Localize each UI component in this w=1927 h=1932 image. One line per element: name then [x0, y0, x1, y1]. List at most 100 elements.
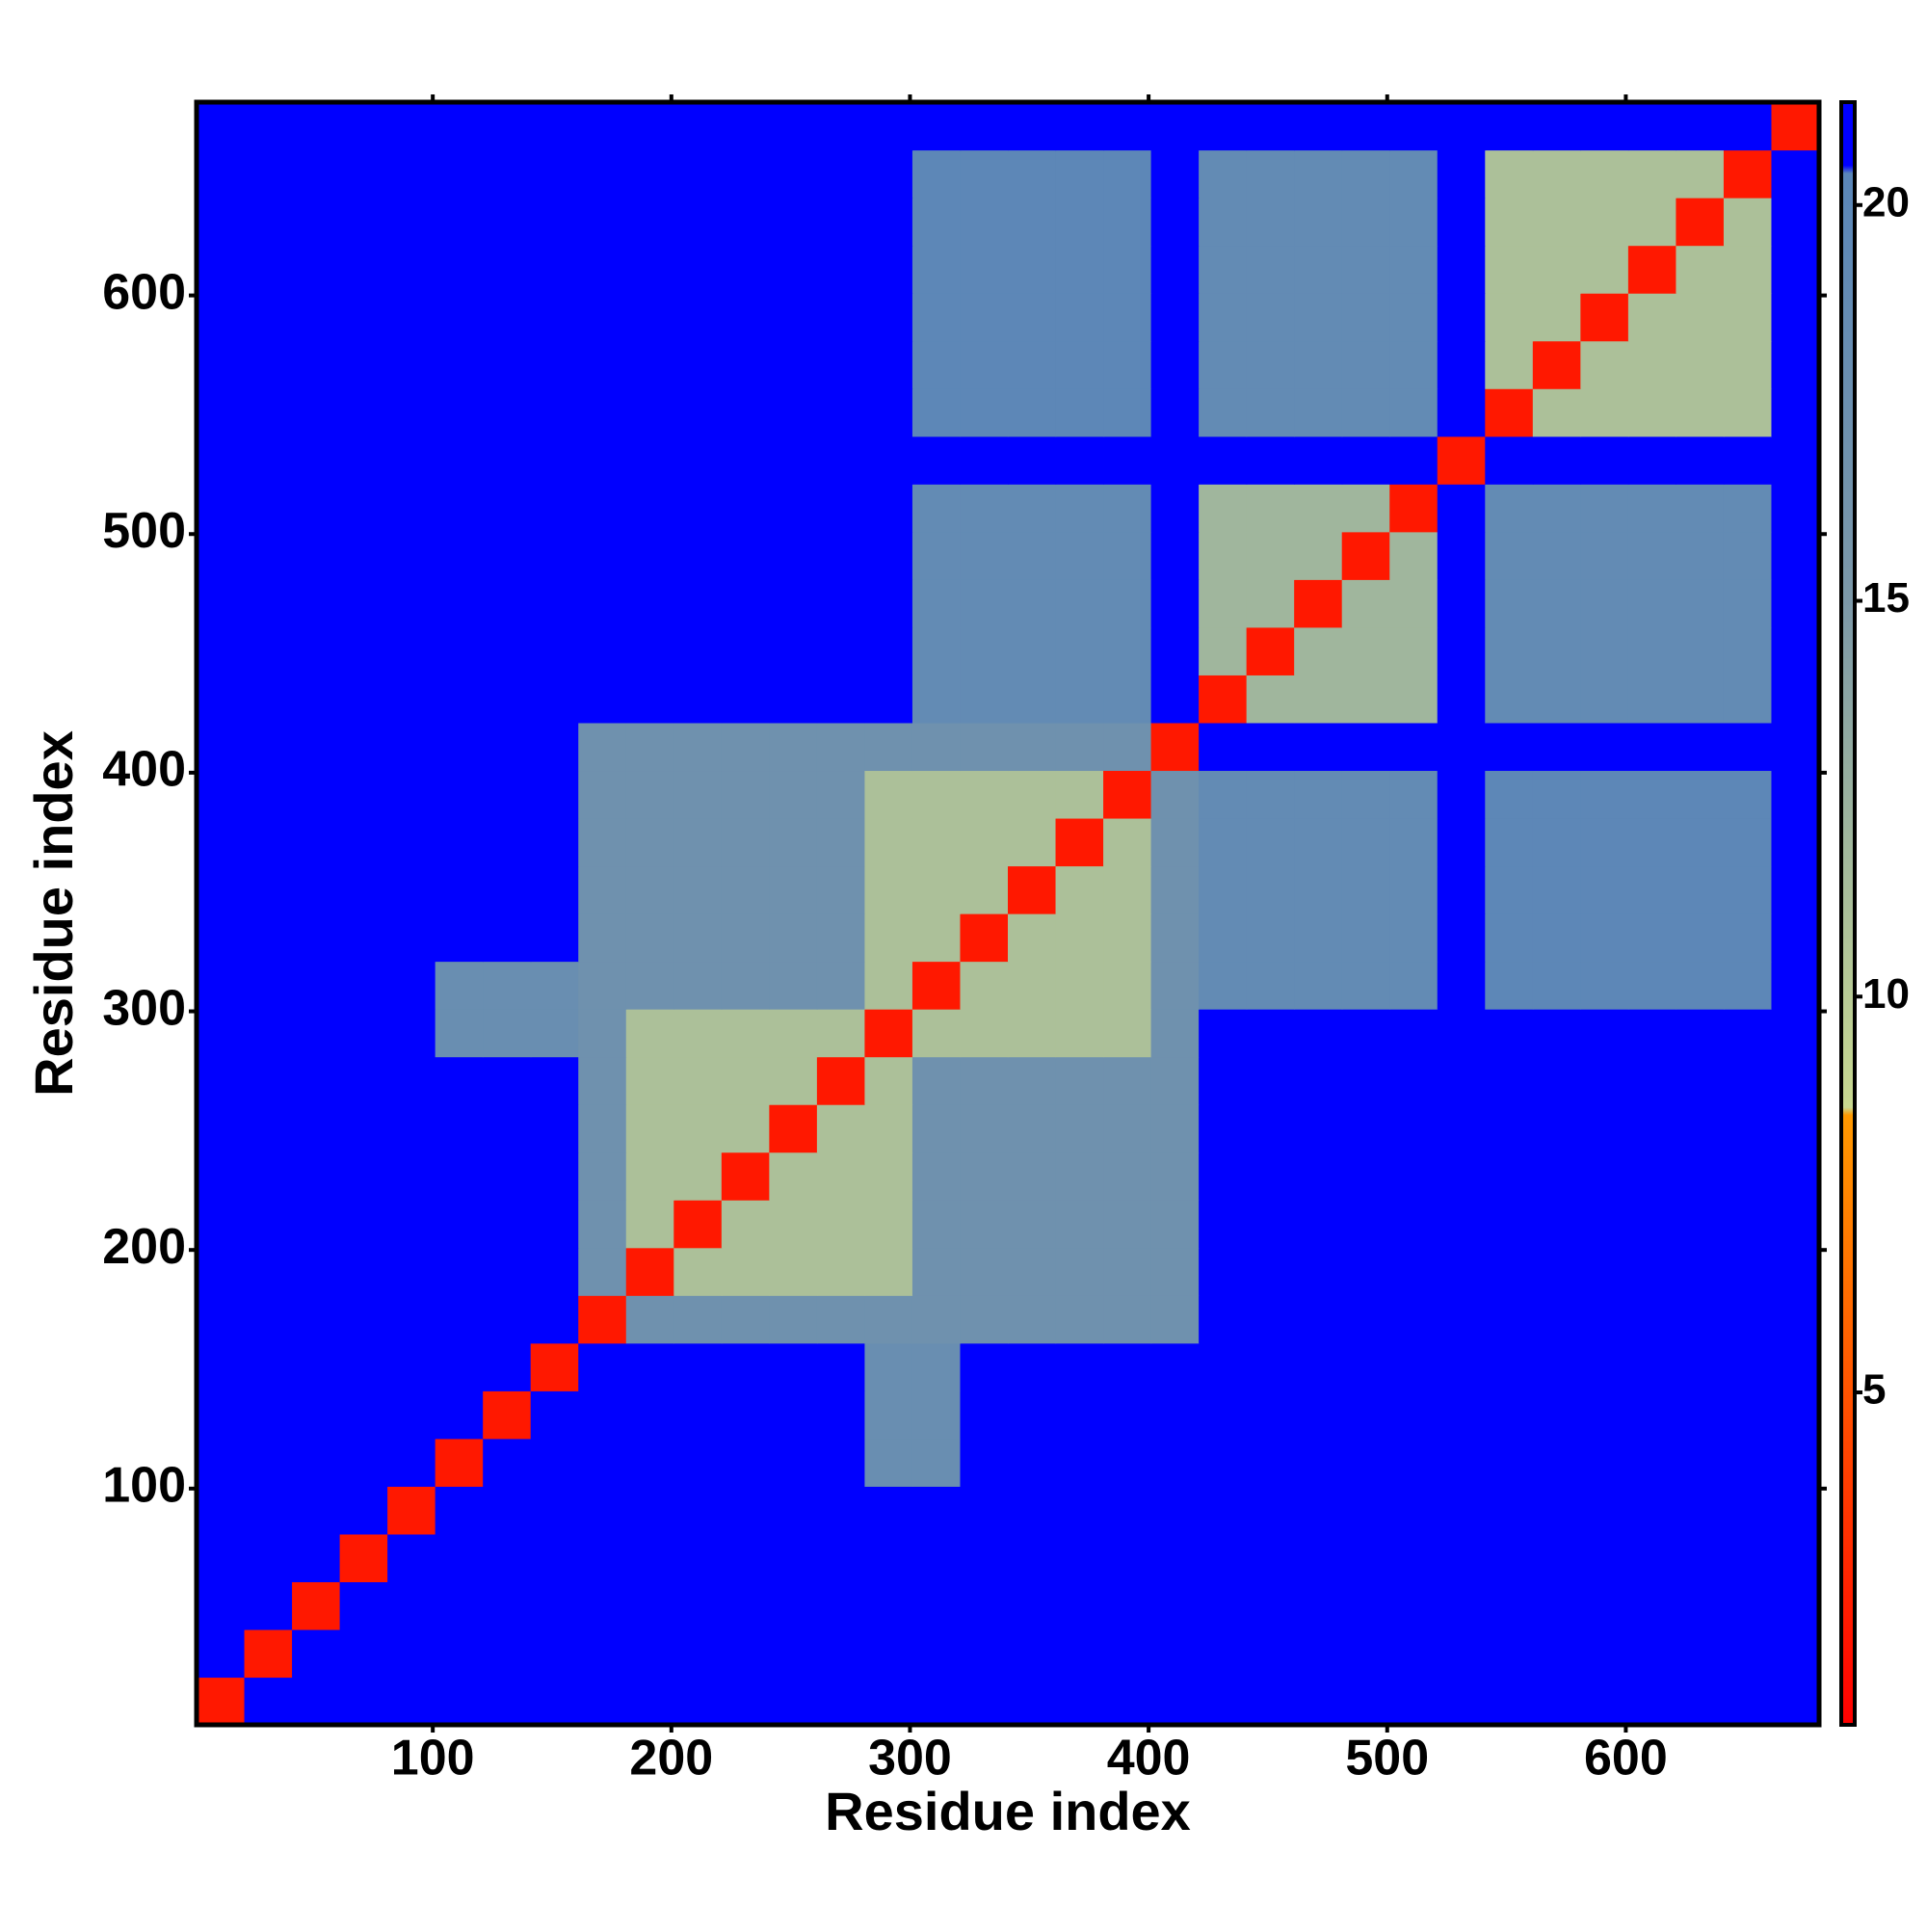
colorbar-tick-label: 15 [1862, 574, 1910, 622]
heatmap-cell [1723, 1295, 1773, 1344]
heatmap-cell [816, 293, 866, 342]
heatmap-cell [197, 579, 246, 628]
heatmap-cell [721, 436, 770, 485]
heatmap-cell [435, 722, 484, 772]
heatmap-cell [435, 1104, 484, 1153]
heatmap-cell [625, 1390, 674, 1440]
heatmap-cell [1246, 1200, 1295, 1249]
heatmap-cell [292, 675, 341, 724]
heatmap-cell [1676, 484, 1725, 533]
heatmap-cell [483, 340, 532, 389]
heatmap-cell [864, 198, 913, 247]
heatmap-cell [530, 817, 579, 867]
heatmap-cell [197, 1104, 246, 1153]
heatmap-cell [673, 1533, 723, 1583]
heatmap-cell [673, 579, 723, 628]
heatmap-cell [1055, 770, 1104, 819]
heatmap-cell [1150, 865, 1200, 914]
heatmap-cell [339, 961, 388, 1010]
heatmap-cell [1150, 1009, 1200, 1058]
heatmap-cell [1389, 1200, 1439, 1249]
heatmap-cell [1294, 961, 1343, 1010]
heatmap-cell [1485, 770, 1534, 819]
heatmap-cell [1150, 1438, 1200, 1487]
heatmap-cell [1389, 198, 1439, 247]
heatmap-cell [1055, 961, 1104, 1010]
heatmap-cell [197, 913, 246, 963]
heatmap-cell [1008, 1009, 1057, 1058]
heatmap-cell [1580, 1247, 1629, 1296]
heatmap-cell [1389, 1677, 1439, 1726]
heatmap-cell [1055, 1151, 1104, 1201]
heatmap-cell [960, 1677, 1009, 1726]
plot-frame [194, 99, 1822, 1728]
heatmap-cell [1294, 293, 1343, 342]
heatmap-cell [816, 531, 866, 580]
heatmap-cell [530, 436, 579, 485]
heatmap-cell [1055, 865, 1104, 914]
heatmap-cell [1008, 1677, 1057, 1726]
heatmap-cell [769, 531, 818, 580]
heatmap-cell [1771, 102, 1820, 151]
heatmap-cell [721, 388, 770, 437]
heatmap-cell [292, 1486, 341, 1535]
heatmap-cell [530, 1486, 579, 1535]
heatmap-cell [864, 484, 913, 533]
heatmap-cell [1294, 675, 1343, 724]
heatmap-cell [1723, 1581, 1773, 1630]
heatmap-cell [864, 1247, 913, 1296]
heatmap-cell [1008, 436, 1057, 485]
heatmap-cell [816, 436, 866, 485]
heatmap-cell [1008, 1104, 1057, 1153]
heatmap-cell [1199, 770, 1248, 819]
heatmap-cell [197, 1628, 246, 1679]
heatmap-cell [1437, 817, 1486, 867]
heatmap-cell [1008, 1628, 1057, 1679]
heatmap-cell [387, 149, 436, 198]
heatmap-cell [1246, 1151, 1295, 1201]
heatmap-cell [1676, 1390, 1725, 1440]
heatmap-cell [911, 484, 962, 533]
heatmap-cell [960, 388, 1009, 437]
heatmap-cell [1055, 1438, 1104, 1487]
heatmap-cell [1771, 198, 1820, 247]
heatmap-cell [769, 865, 818, 914]
heatmap-cell [1771, 293, 1820, 342]
heatmap-cell [1771, 1104, 1820, 1153]
heatmap-cell [339, 722, 388, 772]
heatmap-cell [960, 484, 1009, 533]
heatmap-cell [911, 1200, 962, 1249]
heatmap-cell [1150, 1200, 1200, 1249]
heatmap-cell [578, 1104, 627, 1153]
heatmap-cell [483, 626, 532, 675]
heatmap-cell [911, 245, 962, 294]
heatmap-cell [1341, 1342, 1390, 1391]
heatmap-cell [1676, 102, 1725, 151]
heatmap-cell [197, 198, 246, 247]
heatmap-cell [1199, 388, 1248, 437]
heatmap-cell [292, 1677, 341, 1726]
heatmap-cell [769, 1295, 818, 1344]
heatmap-cell [721, 1056, 770, 1105]
heatmap-cell [864, 293, 913, 342]
heatmap-cell [1627, 388, 1677, 437]
heatmap-cell [1485, 1486, 1534, 1535]
heatmap-cell [1246, 198, 1295, 247]
heatmap-cell [769, 484, 818, 533]
x-tick-label: 200 [629, 1731, 713, 1786]
heatmap-cell [1627, 770, 1677, 819]
heatmap-cell [197, 722, 246, 772]
heatmap-cell [1008, 1151, 1057, 1201]
heatmap-cell [339, 1581, 388, 1630]
heatmap-cell [1723, 1151, 1773, 1201]
heatmap-cell [1341, 293, 1390, 342]
heatmap-cell [911, 102, 962, 151]
heatmap-cell [911, 579, 962, 628]
heatmap-cell [1103, 1295, 1152, 1344]
heatmap-cell [1580, 1486, 1629, 1535]
heatmap-cell [1532, 436, 1581, 485]
heatmap-cell [625, 1247, 674, 1296]
heatmap-cell [1246, 770, 1295, 819]
heatmap-cell [292, 340, 341, 389]
heatmap-cell [244, 1628, 293, 1679]
